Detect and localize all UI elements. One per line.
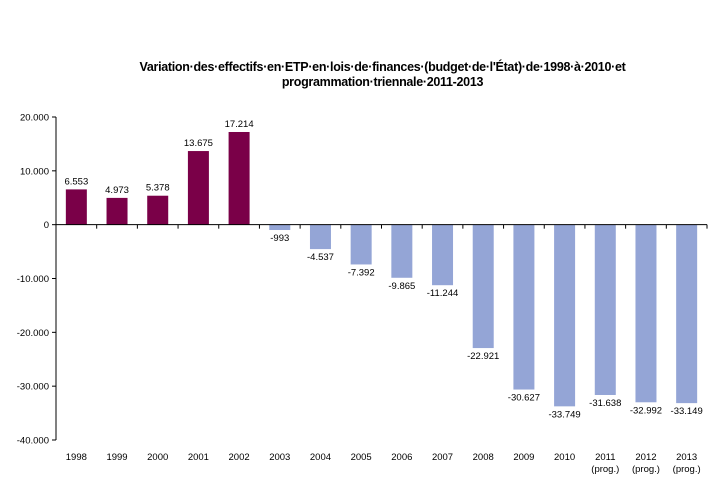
data-label: -32.992 [630, 405, 662, 416]
data-label: -11.244 [427, 288, 459, 299]
bar-2009 [513, 224, 535, 390]
data-label: -33.749 [548, 409, 580, 420]
x-tick-label: 2004 [310, 452, 331, 463]
bar-2002 [228, 131, 250, 225]
bar-2012 [635, 224, 657, 403]
bar-2006 [391, 224, 413, 278]
data-label: 5.378 [146, 183, 170, 194]
bar-2004 [309, 224, 331, 250]
data-label: -4.537 [307, 252, 334, 263]
data-label: -7.392 [348, 267, 375, 278]
y-tick-label: 0 [44, 220, 49, 231]
x-tick-label: 2005 [351, 452, 372, 463]
data-label: -33.149 [671, 406, 703, 417]
data-label: -993 [270, 233, 289, 244]
x-tick-label: 1998 [66, 452, 87, 463]
x-tick-label: 2012 [635, 452, 656, 463]
chart-title: Variation·des·effectifs·en·ETP·en·lois·d… [60, 60, 705, 90]
y-tick-label: -30.000 [17, 382, 49, 393]
bar-2000 [147, 195, 169, 225]
y-tick-label: -20.000 [17, 328, 49, 339]
data-label: 13.675 [184, 138, 213, 149]
y-tick-label: 20.000 [20, 113, 49, 124]
x-tick-label: 2008 [473, 452, 494, 463]
x-tick-label: 2001 [188, 452, 209, 463]
chart-title-line-1: Variation·des·effectifs·en·ETP·en·lois·d… [139, 60, 626, 74]
bar-2010 [554, 224, 576, 407]
bar-2013 [676, 224, 698, 404]
data-label: 4.973 [105, 185, 129, 196]
bar-2011 [594, 224, 616, 395]
bar-2003 [269, 224, 291, 231]
x-tick-label: 2003 [269, 452, 290, 463]
y-tick-label: 10.000 [20, 166, 49, 177]
x-tick-label: 2006 [391, 452, 412, 463]
data-label: -30.627 [508, 393, 540, 404]
bar-1998 [65, 189, 87, 225]
x-tick-sublabel: (prog.) [632, 464, 660, 475]
x-tick-label: 2010 [554, 452, 575, 463]
x-tick-sublabel: (prog.) [673, 464, 701, 475]
data-label: -31.638 [589, 398, 621, 409]
x-tick-label: 2009 [513, 452, 534, 463]
bar-2005 [350, 224, 372, 265]
x-tick-label: 2002 [229, 452, 250, 463]
data-label: 6.553 [64, 176, 88, 187]
data-label: -22.921 [467, 351, 499, 362]
x-tick-label: 2007 [432, 452, 453, 463]
bar-2007 [432, 224, 454, 286]
bar-2008 [472, 224, 494, 349]
x-tick-label: 1999 [106, 452, 127, 463]
bar-1999 [106, 197, 128, 225]
x-tick-label: 2000 [147, 452, 168, 463]
x-tick-label: 2013 [676, 452, 697, 463]
y-tick-label: -40.000 [17, 436, 49, 447]
y-tick-label: -10.000 [17, 274, 49, 285]
x-tick-sublabel: (prog.) [591, 464, 619, 475]
chart-title-line-2: programmation·triennale·2011-2013 [281, 75, 484, 89]
x-tick-label: 2011 [595, 452, 615, 463]
data-label: -9.865 [388, 281, 415, 292]
data-label: 17.214 [225, 119, 254, 130]
bar-2001 [187, 151, 209, 225]
